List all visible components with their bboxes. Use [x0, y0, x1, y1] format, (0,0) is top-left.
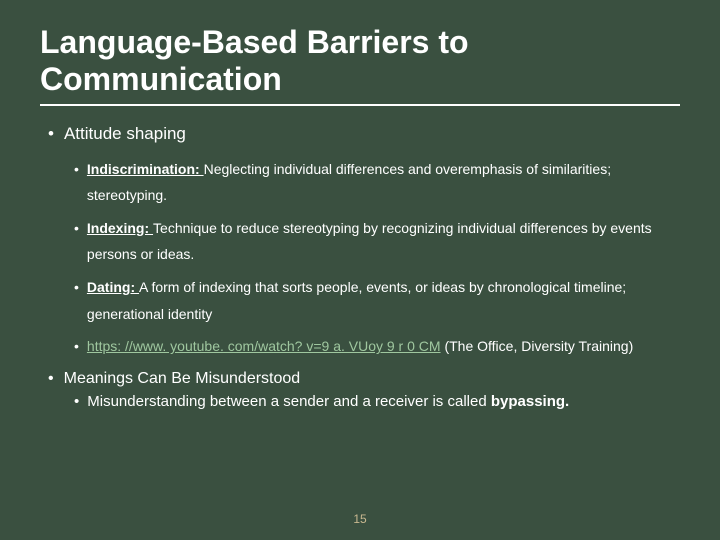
- page-number: 15: [0, 512, 720, 526]
- list-item-content: Indiscrimination: Neglecting individual …: [87, 156, 680, 209]
- sub-bold: bypassing.: [491, 393, 569, 410]
- video-link[interactable]: https: //www. youtube. com/watch? v=9 a.…: [87, 338, 441, 354]
- list-item-content: Dating: A form of indexing that sorts pe…: [87, 274, 680, 327]
- bullet-dot-icon: •: [74, 333, 79, 360]
- list-item-link: • https: //www. youtube. com/watch? v=9 …: [74, 333, 680, 360]
- list-item-content: https: //www. youtube. com/watch? v=9 a.…: [87, 333, 680, 360]
- list-item-content: Misunderstanding between a sender and a …: [87, 392, 680, 412]
- slide: Language-Based Barriers to Communication…: [0, 0, 720, 540]
- term-label: Indexing:: [87, 220, 153, 236]
- bullet-dot-icon: •: [74, 156, 79, 209]
- section-heading-2-text: Meanings Can Be Misunderstood: [64, 370, 301, 388]
- sub-text: Misunderstanding between a sender and a …: [87, 393, 491, 410]
- link-note: (The Office, Diversity Training): [441, 338, 634, 354]
- term-label: Indiscrimination:: [87, 161, 204, 177]
- bullet-dot-icon: •: [74, 215, 79, 268]
- section-heading-1: • Attitude shaping: [48, 124, 680, 144]
- term-desc: Technique to reduce stereotyping by reco…: [87, 220, 652, 263]
- bullet-dot-icon: •: [74, 274, 79, 327]
- bullet-dot-icon: •: [48, 124, 54, 144]
- title-underline: [40, 104, 680, 106]
- term-desc: A form of indexing that sorts people, ev…: [87, 279, 626, 322]
- list-item-content: Indexing: Technique to reduce stereotypi…: [87, 215, 680, 268]
- bullet-dot-icon: •: [48, 370, 54, 388]
- bullet-dot-icon: •: [74, 392, 79, 412]
- list-item: • Misunderstanding between a sender and …: [74, 392, 680, 412]
- slide-title: Language-Based Barriers to Communication: [40, 24, 680, 98]
- section-heading-2: • Meanings Can Be Misunderstood: [48, 370, 680, 388]
- term-label: Dating:: [87, 279, 139, 295]
- section-heading-1-text: Attitude shaping: [64, 124, 186, 144]
- list-item: • Dating: A form of indexing that sorts …: [74, 274, 680, 327]
- list-item: • Indexing: Technique to reduce stereoty…: [74, 215, 680, 268]
- list-item: • Indiscrimination: Neglecting individua…: [74, 156, 680, 209]
